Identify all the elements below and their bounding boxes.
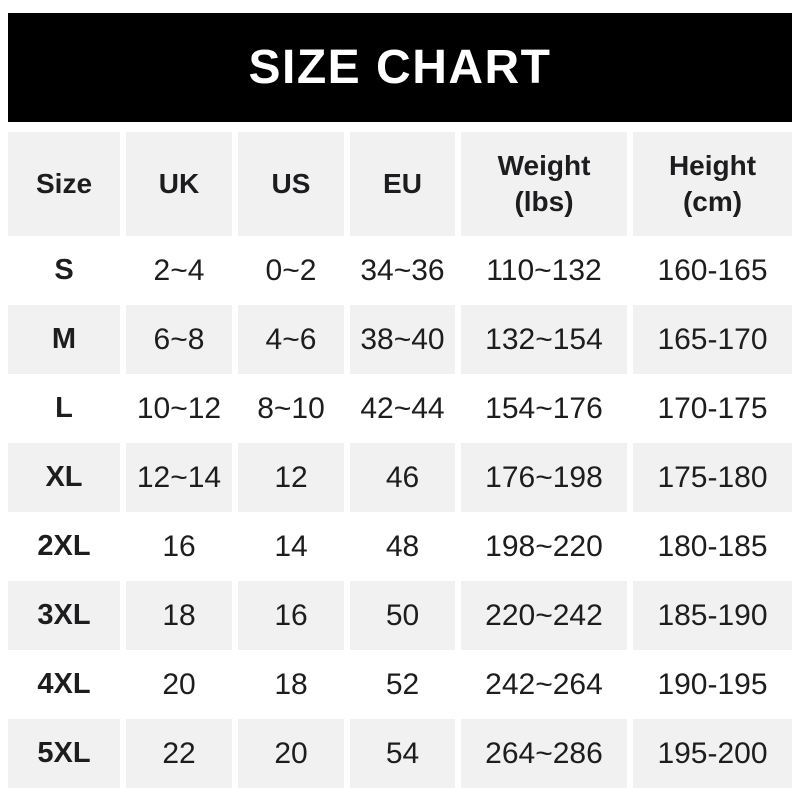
header-label: Weight <box>497 149 591 181</box>
table-cell: 170-175 <box>657 391 768 425</box>
size-cell: 3XL <box>8 581 120 650</box>
table-cell: 165-170 <box>633 305 792 374</box>
size-cell: 5XL <box>8 719 120 788</box>
header-cell-eu: EU <box>350 132 455 236</box>
size-cell: M <box>8 305 120 374</box>
table-row-2xl: 2XL 16 14 48 198~220 180-185 <box>8 512 792 581</box>
table-row-xl: XL 12~14 12 46 176~198 175-180 <box>8 443 792 512</box>
table-cell: 54 <box>350 719 455 788</box>
size-cell: XL <box>8 443 120 512</box>
table-cell: 20 <box>238 719 344 788</box>
table-cell: 198~220 <box>485 529 603 563</box>
header-cell-height: Height (cm) <box>633 132 792 236</box>
table-cell: 190-195 <box>657 667 768 701</box>
header-cell-weight: Weight (lbs) <box>461 132 627 236</box>
table-cell: 185-190 <box>633 581 792 650</box>
table-cell: 42~44 <box>360 391 445 425</box>
table-cell: 6~8 <box>126 305 232 374</box>
table-cell: 180-185 <box>657 529 768 563</box>
header-label: US <box>271 167 311 199</box>
table-cell: 10~12 <box>136 391 222 425</box>
table-cell: 46 <box>350 443 455 512</box>
table-cell: 110~132 <box>486 253 602 287</box>
table-cell: 12~14 <box>126 443 232 512</box>
table-row-5xl: 5XL 22 20 54 264~286 195-200 <box>8 719 792 788</box>
table-cell: 154~176 <box>485 391 603 425</box>
table-cell: 50 <box>350 581 455 650</box>
size-cell: L <box>55 392 73 425</box>
table-cell: 220~242 <box>461 581 627 650</box>
table-row-l: L 10~12 8~10 42~44 154~176 170-175 <box>8 374 792 443</box>
table-cell: 18 <box>274 667 308 701</box>
header-sublabel: (cm) <box>682 186 743 217</box>
table-cell: 14 <box>274 529 308 563</box>
header-label: Size <box>35 167 93 199</box>
table-row-4xl: 4XL 20 18 52 242~264 190-195 <box>8 650 792 719</box>
table-cell: 12 <box>238 443 344 512</box>
header-cell-size: Size <box>8 132 120 236</box>
table-cell: 52 <box>385 667 420 701</box>
header-label: EU <box>383 167 422 199</box>
table-cell: 48 <box>385 529 420 563</box>
table-cell: 2~4 <box>153 253 205 287</box>
table-cell: 22 <box>126 719 232 788</box>
size-cell: 2XL <box>37 530 91 563</box>
header-cell-us: US <box>238 132 344 236</box>
table-cell: 38~40 <box>350 305 455 374</box>
table-cell: 132~154 <box>461 305 627 374</box>
table-cell: 175-180 <box>633 443 792 512</box>
table-cell: 160-165 <box>657 253 768 287</box>
size-table: Size UK US EU Weight (lbs) Height (cm) S 2~4 0~2 3… <box>8 132 792 788</box>
table-cell: 4~6 <box>238 305 344 374</box>
table-cell: 242~264 <box>485 667 603 701</box>
table-cell: 8~10 <box>257 391 325 425</box>
header-cell-uk: UK <box>126 132 232 236</box>
table-body: S 2~4 0~2 34~36 110~132 160-165 M 6~8 4~6 38~40 13… <box>8 236 792 788</box>
table-row-s: S 2~4 0~2 34~36 110~132 160-165 <box>8 236 792 305</box>
table-cell: 20 <box>162 667 196 701</box>
table-cell: 264~286 <box>461 719 627 788</box>
size-cell: 4XL <box>37 668 91 701</box>
header-label: Height <box>668 149 757 181</box>
table-cell: 0~2 <box>265 253 317 287</box>
table-cell: 16 <box>162 529 196 563</box>
table-cell: 34~36 <box>360 253 445 287</box>
size-cell: S <box>54 254 74 287</box>
table-row-3xl: 3XL 18 16 50 220~242 185-190 <box>8 581 792 650</box>
size-chart-banner: SIZE CHART <box>8 13 792 122</box>
header-label: UK <box>158 167 200 199</box>
table-header-row: Size UK US EU Weight (lbs) Height (cm) <box>8 132 792 236</box>
page-title: SIZE CHART <box>248 41 552 94</box>
table-cell: 16 <box>238 581 344 650</box>
table-row-m: M 6~8 4~6 38~40 132~154 165-170 <box>8 305 792 374</box>
header-sublabel: (lbs) <box>514 186 574 217</box>
table-cell: 18 <box>126 581 232 650</box>
table-cell: 176~198 <box>461 443 627 512</box>
table-cell: 195-200 <box>633 719 792 788</box>
